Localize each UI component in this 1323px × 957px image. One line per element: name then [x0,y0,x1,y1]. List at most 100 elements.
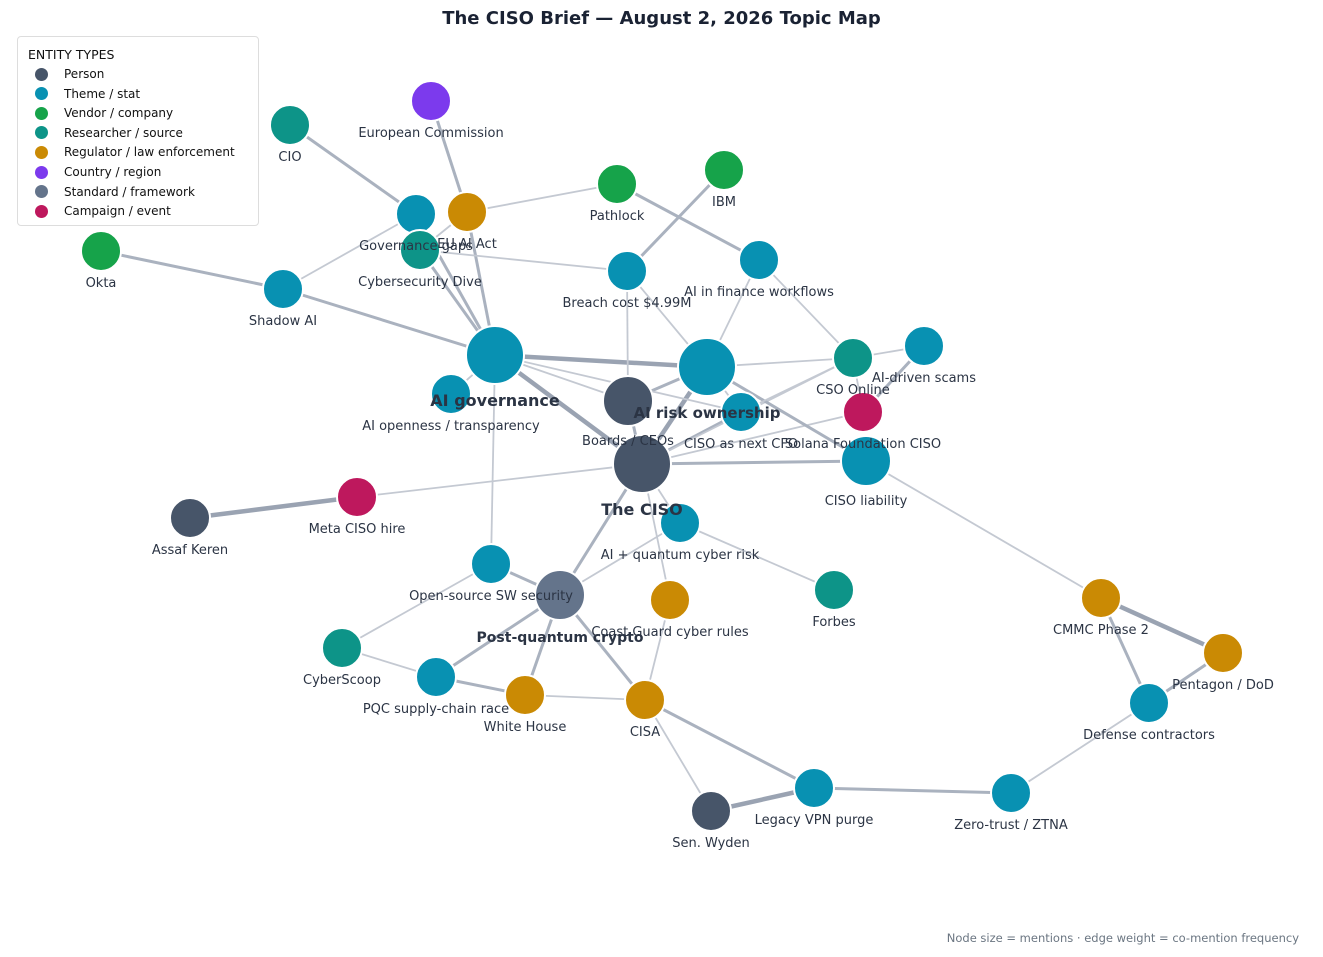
node-euai[interactable] [446,191,488,233]
edge-aifin-csoonline [758,259,854,359]
node-label-cmmc: CMMC Phase 2 [1053,623,1149,638]
node-label-okta: Okta [86,276,117,291]
legend-label: Country / region [64,165,162,179]
legend-item: Vendor / company [35,104,173,122]
node-label-ciso: The CISO [601,500,683,519]
footnote: Node size = mentions · edge weight = co-… [946,931,1299,945]
node-label-boards: Boards / CEOs [582,434,674,449]
legend-swatch [35,165,48,179]
node-label-ztna: Zero-trust / ZTNA [954,818,1068,833]
legend-label: Theme / stat [64,86,141,101]
node-pqc[interactable] [534,569,586,621]
node-vpn[interactable] [793,767,835,809]
node-label-cio: CIO [278,150,301,165]
node-assaf[interactable] [169,497,211,539]
node-forbes[interactable] [813,569,855,611]
legend-item: Country / region [35,163,161,181]
node-label-euai: EU AI Act [437,237,497,252]
legend: ENTITY TYPES Person Theme / stat Vendor / … [17,36,259,226]
edge-ciso-solana [641,411,864,465]
legend-label: Vendor / company [64,106,174,121]
node-ciso[interactable] [612,434,672,494]
node-oss[interactable] [470,543,512,585]
node-label-cfo: CISO as next CFO [684,437,798,452]
node-ztna[interactable] [990,772,1032,814]
node-cmmc[interactable] [1080,577,1122,619]
node-okta[interactable] [80,230,122,272]
node-liability[interactable] [840,435,892,487]
node-cfo[interactable] [720,391,762,433]
node-pentagon[interactable] [1202,632,1244,674]
node-coastguard[interactable] [649,579,691,621]
node-meta[interactable] [336,476,378,518]
edge-ztna-defense [1010,702,1150,794]
edge-aigov-shadow [282,287,496,357]
node-govgaps[interactable] [395,193,437,235]
edge-pathlock-aifin [616,182,760,262]
node-cisa[interactable] [624,679,666,721]
legend-swatch [35,185,48,199]
node-shadow[interactable] [262,268,304,310]
node-aiscams[interactable] [903,325,945,367]
node-aiopen[interactable] [430,373,472,415]
legend-label: Researcher / source [64,125,183,140]
node-label-defense: Defense contractors [1083,728,1215,743]
node-aigov[interactable] [465,325,525,385]
node-airisk[interactable] [677,337,737,397]
edge-ciso-aigov [493,353,644,466]
node-label-aiopen: AI openness / transparency [362,419,540,434]
node-label-assaf: Assaf Keren [152,543,228,558]
node-label-aigov: AI governance [430,391,560,410]
node-wyden[interactable] [690,790,732,832]
node-label-ibm: IBM [712,195,736,210]
edge-liability-cmmc [865,460,1102,599]
legend-label: Standard / framework [64,184,195,199]
node-label-whitehouse: White House [484,720,567,735]
node-label-cyberdive: Cybersecurity Dive [358,275,482,290]
legend-swatch [35,67,48,81]
node-label-pqcrace: PQC supply-chain race [363,702,509,717]
node-layer [80,80,1244,832]
node-breach[interactable] [606,250,648,292]
node-whitehouse[interactable] [504,674,546,716]
edge-aiq-forbes [679,522,835,591]
edge-cyberdive-breach [419,249,628,272]
node-defense[interactable] [1128,682,1170,724]
node-label-aiq: AI + quantum cyber risk [601,548,760,563]
edge-ciso-meta [356,463,643,498]
node-eucomm[interactable] [410,80,452,122]
legend-item: Researcher / source [35,124,183,142]
node-label-breach: Breach cost $4.99M [563,296,692,311]
legend-item: Standard / framework [35,183,195,201]
legend-swatch [35,126,48,140]
node-label-liability: CISO liability [825,494,908,509]
node-label-forbes: Forbes [812,615,856,630]
legend-label: Regulator / law enforcement [64,145,235,160]
node-label-csoonline: CSO Online [816,383,890,398]
node-csoonline[interactable] [832,337,874,379]
legend-swatch [35,87,48,101]
legend-item: Campaign / event [35,202,171,220]
edge-okta-shadow [100,249,284,291]
node-label-airisk: AI risk ownership [634,404,781,422]
node-label-aiscams: AI-driven scams [872,371,976,386]
node-label-pathlock: Pathlock [590,209,645,224]
node-aiq[interactable] [659,502,701,544]
edge-govgaps-cio [289,123,417,216]
legend-label: Campaign / event [64,204,171,219]
node-solana[interactable] [842,391,884,433]
node-ibm[interactable] [703,149,745,191]
node-cyberscoop[interactable] [321,627,363,669]
node-label-cisa: CISA [630,725,660,740]
edge-cisa-vpn [644,698,815,790]
node-cio[interactable] [269,104,311,146]
node-cyberdive[interactable] [399,229,441,271]
node-label-pqc: Post-quantum crypto [477,630,644,646]
node-pqcrace[interactable] [415,656,457,698]
legend-item: Theme / stat [35,85,140,103]
node-aifin[interactable] [738,239,780,281]
node-pathlock[interactable] [596,163,638,205]
node-boards[interactable] [602,375,654,427]
node-label-vpn: Legacy VPN purge [755,813,874,828]
